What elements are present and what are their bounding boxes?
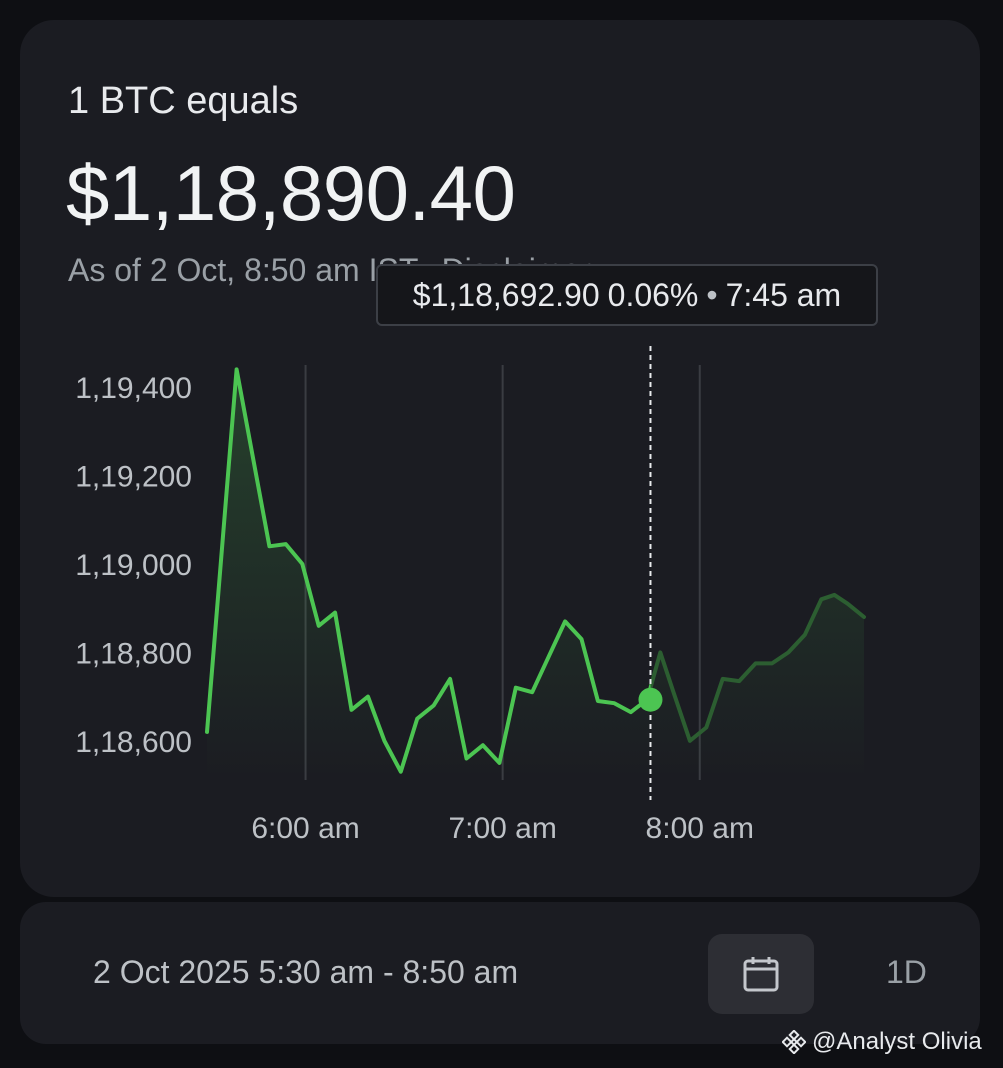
tooltip-time: 7:45 am (725, 276, 842, 313)
y-tick-label: 1,19,400 (75, 372, 192, 405)
current-price: $1,18,890.40 (66, 149, 516, 237)
range-bar: 2 Oct 2025 5:30 am - 8:50 am 1D (20, 902, 980, 1044)
y-axis: 1,19,400 1,19,200 1,19,000 1,18,800 1,18,600 (75, 372, 192, 759)
date-range-label: 2 Oct 2025 5:30 am - 8:50 am (93, 954, 519, 990)
price-line (205, 367, 651, 774)
watermark-text: @Analyst Olivia (812, 1028, 982, 1055)
calendar-button[interactable] (708, 934, 814, 1014)
x-tick-label: 6:00 am (251, 812, 359, 845)
y-tick-label: 1,19,000 (75, 549, 192, 582)
y-tick-label: 1,19,200 (75, 461, 192, 494)
calendar-icon (743, 957, 779, 992)
tooltip-change: 0.06% (607, 276, 699, 313)
hover-tooltip: $1,18,692.90 0.06% • 7:45 am (376, 264, 878, 326)
x-axis: 6:00 am 7:00 am 8:00 am (251, 812, 754, 845)
price-line-after-cursor (650, 592, 866, 743)
y-tick-label: 1,18,800 (75, 637, 192, 670)
area-fill (207, 369, 864, 780)
binance-logo-icon (782, 1030, 806, 1054)
y-tick-label: 1,18,600 (75, 726, 192, 759)
period-1d-button[interactable]: 1D (886, 954, 927, 990)
card-title: 1 BTC equals (68, 80, 299, 122)
as-of-timestamp: As of 2 Oct, 8:50 am IST (68, 252, 419, 288)
x-tick-label: 7:00 am (448, 812, 556, 845)
watermark: @Analyst Olivia (782, 1028, 982, 1056)
cursor-point (638, 687, 663, 712)
tooltip-separator: • (706, 276, 718, 313)
tooltip-price: $1,18,692.90 (412, 276, 600, 313)
chart-area-fill (207, 369, 864, 780)
x-tick-label: 8:00 am (646, 812, 754, 845)
